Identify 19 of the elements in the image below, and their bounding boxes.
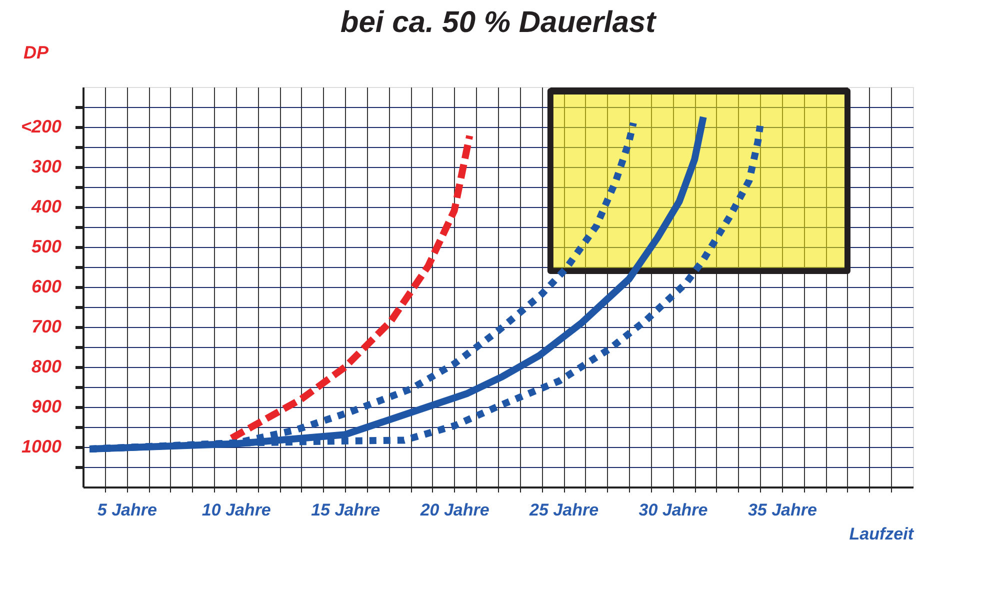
y-tick-label: 600 xyxy=(31,276,62,296)
x-tick-label: 35 Jahre xyxy=(748,500,817,520)
y-tick-label: 1000 xyxy=(21,436,62,456)
chart-title: bei ca. 50 % Dauerlast xyxy=(340,6,658,39)
y-tick-label: 300 xyxy=(31,156,62,176)
y-tick-label: 900 xyxy=(31,396,62,416)
x-tick-label: 30 Jahre xyxy=(638,500,708,520)
y-axis-title: DP xyxy=(23,42,50,62)
y-tick-label: <200 xyxy=(20,116,62,136)
x-tick-label: 25 Jahre xyxy=(528,500,599,520)
y-tick-label: 400 xyxy=(30,196,62,216)
x-tick-label: 15 Jahre xyxy=(311,500,380,520)
x-axis-title: Laufzeit xyxy=(849,524,915,544)
x-tick-label: 5 Jahre xyxy=(97,500,157,520)
y-tick-label: 700 xyxy=(31,316,62,336)
x-tick-label: 10 Jahre xyxy=(202,500,271,520)
x-tick-label: 20 Jahre xyxy=(419,500,490,520)
y-tick-label: 500 xyxy=(31,236,62,256)
y-tick-label: 800 xyxy=(31,356,62,376)
